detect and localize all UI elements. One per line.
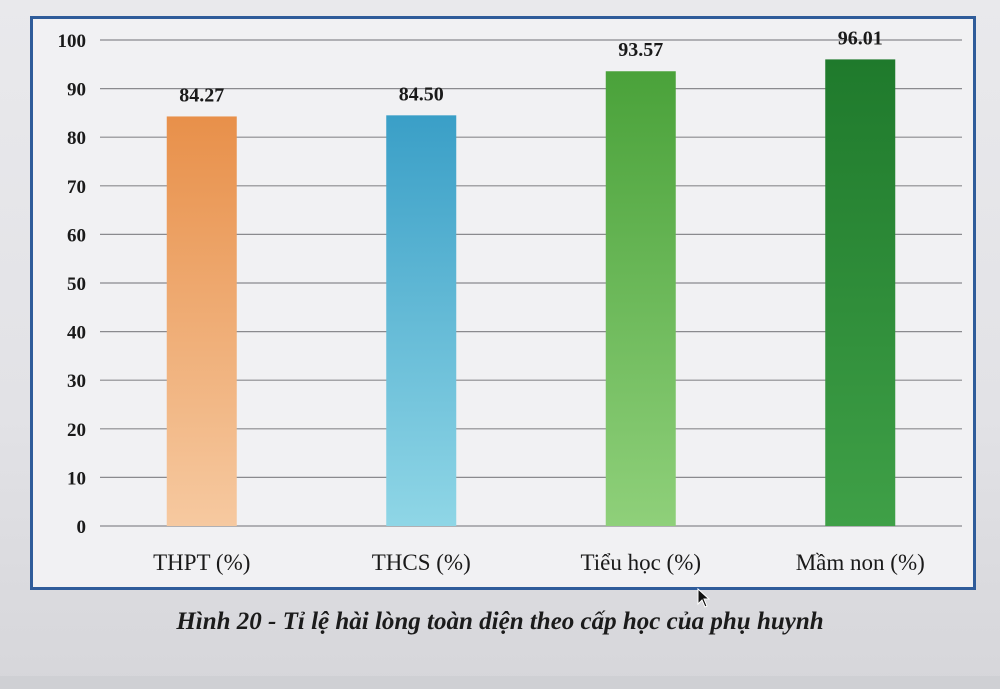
value-labels: 84.27 84.50 93.57 96.01 [179,27,883,106]
bar [605,71,676,526]
x-category-label: Mầm non (%) [796,550,925,575]
y-tick-label: 50 [67,274,86,295]
x-category-label: THPT (%) [153,550,250,575]
y-tick-label: 30 [67,371,86,392]
y-tick-label: 90 [67,80,86,101]
y-tick-label: 0 [77,517,87,538]
x-axis-categories: THPT (%) THCS (%) Tiểu học (%) Mầm non (%) [153,550,925,575]
bar-chart: 0 10 20 30 40 50 60 70 80 90 100 84.27 84.50 93.57 96… [58,27,962,575]
gridlines [100,39,962,527]
bars [166,59,896,527]
bar [166,116,237,526]
y-tick-label: 100 [58,31,87,52]
bar-value-label: 93.57 [618,39,663,61]
bar [386,115,457,526]
x-category-label: Tiểu học (%) [580,550,701,575]
y-tick-label: 40 [67,323,86,344]
mouse-cursor-icon [697,588,711,608]
bar-value-label: 84.27 [179,84,224,106]
figure-caption: Hình 20 - Tỉ lệ hài lòng toàn diện theo … [176,608,824,635]
y-tick-label: 10 [67,468,86,489]
y-axis-ticks: 0 10 20 30 40 50 60 70 80 90 100 [58,31,87,538]
y-tick-label: 20 [67,420,86,441]
y-tick-label: 60 [67,225,86,246]
bar-value-label: 96.01 [838,27,883,49]
y-tick-label: 80 [67,128,86,149]
screen-bottom-edge [0,676,1000,689]
bar [825,59,896,527]
y-tick-label: 70 [67,177,86,198]
x-category-label: THCS (%) [372,550,471,575]
bar-value-label: 84.50 [399,83,444,105]
